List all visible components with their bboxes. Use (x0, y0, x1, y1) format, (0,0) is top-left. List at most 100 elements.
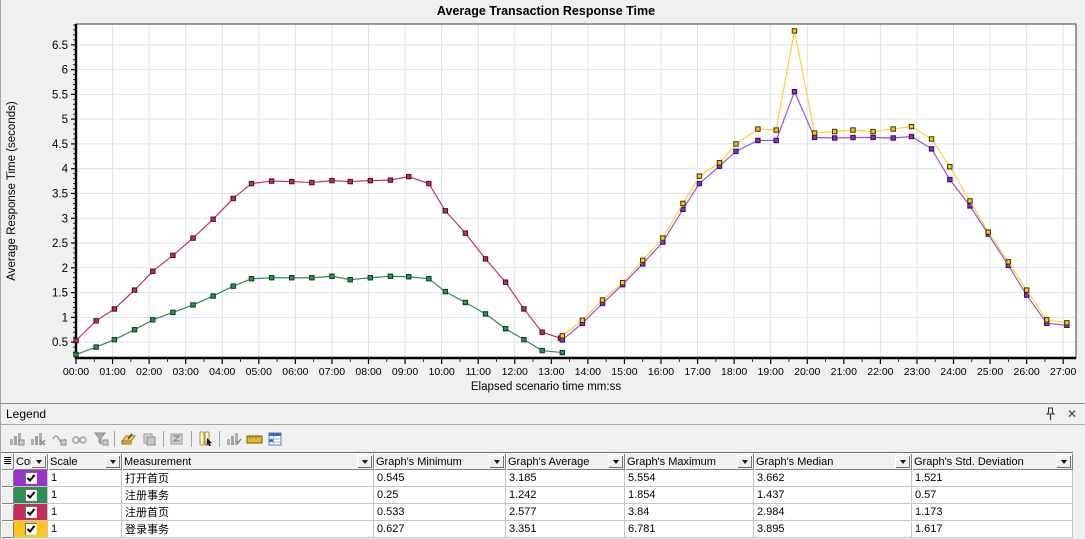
data-point (1064, 320, 1070, 326)
column-filter-dropdown[interactable] (737, 455, 752, 468)
measurement-color-swatch[interactable] (14, 504, 48, 521)
scale-cell[interactable]: 1 (48, 521, 122, 538)
data-point (1044, 317, 1050, 323)
data-point (680, 206, 686, 213)
y-tick-label: 2 (62, 263, 68, 275)
column-header-measurement[interactable]: Measurement (122, 453, 374, 470)
measurement-ruler-icon[interactable] (244, 429, 265, 448)
data-point (850, 127, 856, 133)
x-tick-label: 08:00 (355, 366, 381, 378)
close-panel-icon[interactable]: ✕ (1066, 407, 1078, 421)
column-filter-dropdown[interactable] (31, 455, 46, 468)
x-tick-label: 27:00 (1050, 366, 1076, 378)
median-cell: 1.437 (754, 487, 912, 504)
data-point (190, 235, 196, 241)
data-point (696, 173, 703, 179)
column-filter-dropdown[interactable] (1056, 455, 1071, 468)
column-header-color[interactable]: Col (14, 453, 48, 470)
x-tick-label: 26:00 (1013, 366, 1039, 378)
std-deviation-cell: 1.173 (912, 504, 1073, 521)
data-point (831, 135, 838, 141)
configure-measurements-icon[interactable] (118, 429, 139, 448)
data-point (248, 276, 255, 282)
x-tick-label: 04:00 (209, 366, 235, 378)
data-point (831, 128, 838, 135)
legend-panel: Legend ✕ (1, 403, 1085, 539)
minimum-cell: 0.627 (374, 521, 506, 538)
x-tick-label: 07:00 (319, 366, 345, 378)
column-header-median[interactable]: Graph's Median (754, 453, 912, 470)
column-filter-dropdown[interactable] (608, 455, 623, 468)
data-point (347, 178, 353, 185)
y-tick-label: 4.5 (52, 139, 68, 151)
select-columns-icon[interactable] (195, 429, 216, 448)
data-point (559, 333, 565, 339)
measurement-visible-checkbox[interactable] (24, 523, 37, 535)
row-selector-header[interactable]: ≣ (1, 453, 14, 470)
measurement-visible-checkbox[interactable] (24, 506, 37, 518)
legend-window-options-icon[interactable] (265, 429, 286, 448)
row-header[interactable] (1, 470, 14, 487)
x-tick-label: 13:00 (538, 366, 564, 378)
measurement-cell[interactable]: 注册事务 (122, 487, 374, 504)
data-point (755, 126, 761, 132)
measurement-cell[interactable]: 打开首页 (122, 470, 374, 487)
y-tick-label: 3 (62, 213, 68, 225)
column-filter-dropdown[interactable] (105, 455, 120, 468)
measurement-color-swatch[interactable] (14, 487, 48, 504)
scale-cell[interactable]: 1 (48, 504, 122, 521)
data-point (329, 177, 335, 184)
y-tick-label: 4 (62, 164, 69, 176)
filter-measurement-icon (90, 429, 111, 448)
row-header[interactable] (1, 504, 14, 521)
column-header-maximum[interactable]: Graph's Maximum (625, 453, 754, 470)
y-tick-label: 5.5 (52, 89, 68, 101)
x-tick-label: 01:00 (99, 366, 125, 378)
data-point (190, 302, 196, 308)
data-point (1023, 287, 1030, 293)
minimum-cell: 0.25 (374, 487, 506, 504)
measurement-cell[interactable]: 注册首页 (122, 504, 374, 521)
x-tick-label: 25:00 (977, 366, 1003, 378)
scale-cell[interactable]: 1 (48, 470, 122, 487)
x-tick-label: 17:00 (684, 366, 710, 378)
column-header-average[interactable]: Graph's Average (506, 453, 625, 470)
data-point (908, 123, 915, 130)
column-header-std-deviation[interactable]: Graph's Std. Deviation (912, 453, 1073, 470)
measurement-visible-checkbox[interactable] (24, 489, 37, 501)
data-point (660, 235, 666, 241)
data-point (928, 146, 935, 152)
row-header[interactable] (1, 521, 14, 538)
data-point (755, 137, 761, 144)
data-point (890, 126, 896, 132)
measurement-cell[interactable]: 登录事务 (122, 521, 374, 538)
minimum-cell: 0.533 (374, 504, 506, 521)
legend-panel-header: Legend ✕ (1, 404, 1085, 425)
y-tick-label: 1 (62, 312, 68, 324)
column-header-minimum[interactable]: Graph's Minimum (374, 453, 506, 470)
average-cell: 3.351 (506, 521, 625, 538)
x-tick-label: 21:00 (831, 366, 857, 378)
data-point (733, 141, 739, 147)
x-tick-label: 20:00 (794, 366, 820, 378)
view-measurement-description-icon (69, 429, 90, 448)
data-point (268, 275, 275, 281)
y-tick-label: 0.5 (52, 337, 68, 349)
pin-panel-icon[interactable] (1042, 407, 1058, 422)
average-cell: 1.242 (506, 487, 625, 504)
column-filter-dropdown[interactable] (895, 455, 910, 468)
x-tick-label: 00:00 (63, 366, 89, 378)
measurement-color-swatch[interactable] (14, 521, 48, 538)
column-header-scale[interactable]: Scale (48, 453, 122, 470)
data-point (890, 135, 896, 141)
column-filter-dropdown[interactable] (357, 455, 372, 468)
scale-cell[interactable]: 1 (48, 487, 122, 504)
data-point (599, 297, 606, 303)
measurement-visible-checkbox[interactable] (24, 472, 37, 484)
column-filter-dropdown[interactable] (489, 455, 504, 468)
maximum-cell: 1.854 (625, 487, 754, 504)
data-point (73, 337, 79, 344)
data-point (559, 349, 565, 356)
measurement-color-swatch[interactable] (14, 470, 48, 487)
row-header[interactable] (1, 487, 14, 504)
